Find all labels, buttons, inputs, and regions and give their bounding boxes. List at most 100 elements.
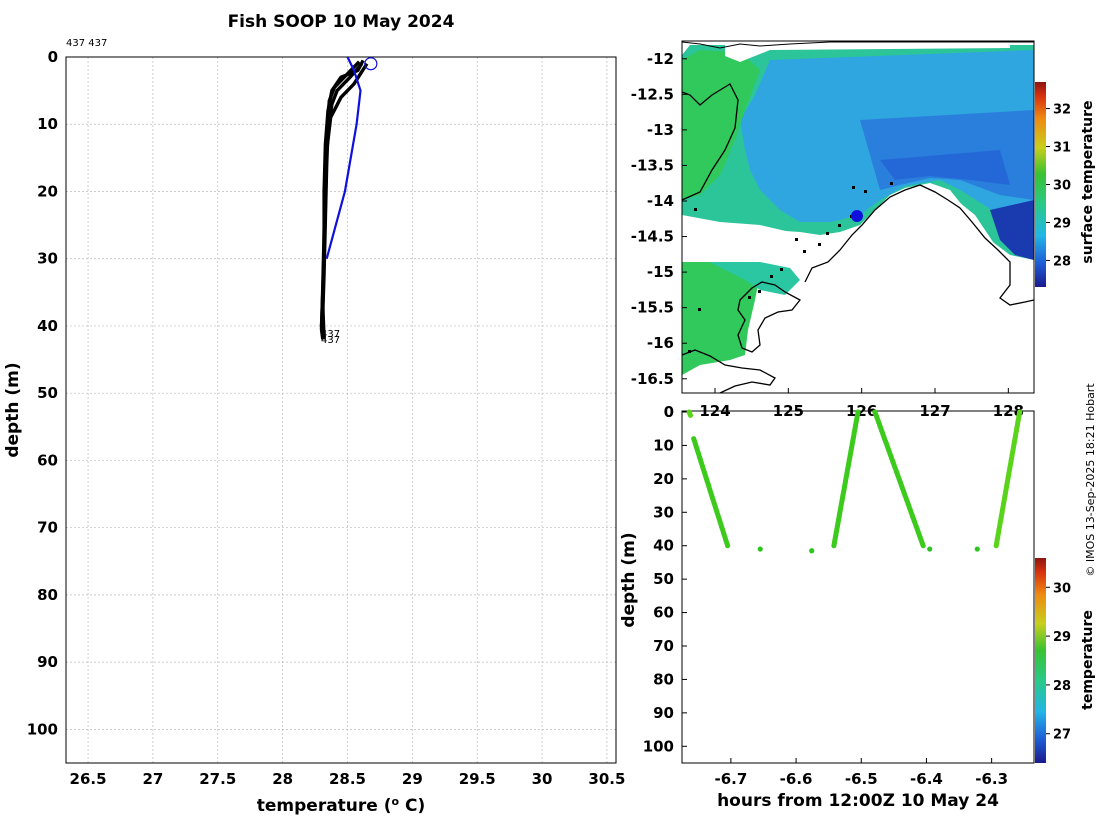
profile-line-reference: [325, 57, 362, 259]
time-depth-colorbar-ticks: 27 28 29 30: [1046, 581, 1071, 743]
profile-x-tick-label: 29.5: [459, 770, 496, 788]
sst-map-image: [682, 41, 1034, 393]
profile-x-tick-label: 30: [532, 770, 553, 788]
map-track-point: [851, 210, 863, 222]
profile-x-axis-label-tail: C): [399, 796, 425, 816]
time-depth-y-tick-label: 40: [653, 537, 674, 555]
time-depth-colorbar-tick-label: 27: [1053, 728, 1071, 743]
map-colorbar-tick-label: 30: [1053, 179, 1071, 194]
profile-y-tick-label: 90: [37, 653, 58, 671]
profile-x-tick-label: 28: [272, 770, 293, 788]
profile-y-tick-label: 60: [37, 451, 58, 469]
time-depth-point: [1017, 409, 1023, 415]
time-depth-y-tick-label: 10: [653, 436, 674, 454]
time-depth-point: [974, 546, 980, 552]
map-y-tick-label: -15: [647, 263, 674, 281]
map-y-tick-label: -16: [647, 334, 674, 352]
profile-y-axis-label: depth (m): [3, 362, 23, 457]
time-depth-y-tick-label: 70: [653, 637, 674, 655]
map-colorbar-tick-label: 31: [1053, 141, 1071, 156]
time-depth-y-tick-label: 80: [653, 670, 674, 688]
time-depth-panel: -6.7 -6.6 -6.5 -6.4 -6.3 0 10 20 30 40 50 60 70 80 90 1…: [619, 403, 1096, 811]
time-depth-y-tick-label: 60: [653, 604, 674, 622]
map-colorbar-tick-label: 28: [1053, 254, 1071, 269]
profile-x-tick-label: 27: [142, 770, 163, 788]
time-depth-point: [855, 409, 861, 415]
map-panel: 124 125 126 127 128-12-12.5-13-13.5-14-14.5-…: [631, 40, 1096, 420]
profile-y-tick-label: 20: [37, 182, 58, 200]
time-depth-y-tick-label: 30: [653, 503, 674, 521]
profile-x-tick-label: 30.5: [588, 770, 625, 788]
profile-panel: 26.5 27 27.5 28 28.5 29 29.5 30 30.5 0 10 20 30 40 50 6…: [3, 38, 625, 816]
map-y-tick-label: -12.5: [631, 85, 674, 103]
time-depth-y-tick-label: 90: [653, 704, 674, 722]
map-colorbar-label: surface temperature: [1080, 100, 1096, 263]
time-depth-point: [920, 543, 926, 549]
time-depth-y-tick-label: 50: [653, 570, 674, 588]
map-colorbar-tick-label: 32: [1053, 103, 1071, 118]
profile-x-tick-label: 28.5: [329, 770, 366, 788]
profile-x-tick-label: 26.5: [70, 770, 107, 788]
time-depth-colorbar-tick-label: 30: [1053, 581, 1071, 596]
time-depth-x-tick-label: -6.5: [845, 770, 878, 788]
time-depth-x-tick-label: -6.7: [714, 770, 747, 788]
profile-y-tick-label: 30: [37, 250, 58, 268]
time-depth-point: [687, 412, 694, 418]
time-depth-x-axis-label: hours from 12:00Z 10 May 24: [717, 791, 999, 811]
map-y-tick-label: -14: [647, 192, 674, 210]
time-depth-colorbar-tick-label: 29: [1053, 630, 1071, 645]
time-depth-point: [809, 548, 815, 554]
credit-text: © IMOS 13-Sep-2025 18:21 Hobart: [1084, 383, 1097, 577]
map-y-tick-label: -15.5: [631, 299, 674, 317]
profile-y-tick-label: 80: [37, 586, 58, 604]
profile-end-label-2: 437: [321, 335, 340, 346]
profile-y-tick-label: 50: [37, 384, 58, 402]
profile-top-label: 437 437: [66, 38, 107, 49]
time-depth-colorbar: [1035, 558, 1046, 763]
time-depth-x-tick-label: -6.3: [975, 770, 1008, 788]
time-depth-x-tick-label: -6.4: [910, 770, 943, 788]
map-y-tick-label: -13: [647, 121, 674, 139]
profile-x-axis-label-sup: o: [392, 795, 400, 808]
time-depth-point: [725, 543, 731, 549]
map-y-tick-label: -12: [647, 50, 674, 68]
time-depth-x-tick-label: -6.6: [780, 770, 813, 788]
profile-y-tick-label: 0: [48, 48, 58, 66]
map-axes-frame: [681, 40, 1035, 394]
figure-title: Fish SOOP 10 May 2024: [228, 12, 455, 32]
profile-y-tick-label: 70: [37, 519, 58, 537]
time-depth-point: [757, 546, 763, 552]
map-y-tick-label: -16.5: [631, 370, 674, 388]
time-depth-colorbar-label: temperature: [1080, 610, 1096, 710]
time-depth-y-axis-label: depth (m): [619, 532, 639, 627]
profile-x-tick-label: 27.5: [199, 770, 236, 788]
profile-end-label-1: 437: [321, 329, 340, 340]
time-depth-y-tick-label: 0: [664, 403, 674, 421]
profile-x-axis-label-main: temperature (: [257, 796, 392, 816]
profile-gridlines: [66, 56, 616, 763]
time-depth-points: [686, 409, 1023, 554]
map-ticks: 124 125 126 127 128-12-12.5-13-13.5-14-14.5-…: [631, 50, 1024, 420]
profile-axes-frame: [65, 56, 617, 764]
map-y-tick-label: -14.5: [631, 228, 674, 246]
time-depth-colorbar-tick-label: 28: [1053, 679, 1071, 694]
map-colorbar-tick-label: 29: [1053, 216, 1071, 231]
time-depth-ticks: -6.7 -6.6 -6.5 -6.4 -6.3 0 10 20 30 40 50 60 70 80 90 1…: [643, 403, 1008, 788]
profile-y-tick-label: 100: [27, 720, 58, 738]
map-colorbar-ticks: 28 29 30 31 32: [1046, 103, 1071, 269]
profile-x-tick-label: 29: [402, 770, 423, 788]
profile-ticks: 26.5 27 27.5 28 28.5 29 29.5 30 30.5 0 10 20 30 40 50 6…: [27, 48, 626, 788]
profile-surface-marker: [364, 57, 378, 71]
time-depth-point: [927, 546, 933, 552]
profile-x-axis-label: temperature (o C): [257, 795, 426, 817]
map-colorbar: [1035, 82, 1046, 287]
profile-line-cast-4: [319, 60, 361, 340]
profile-series: [319, 57, 378, 340]
map-y-tick-label: -13.5: [631, 156, 674, 174]
time-depth-axes-frame: [681, 410, 1035, 764]
time-depth-y-tick-label: 100: [643, 737, 674, 755]
time-depth-y-tick-label: 20: [653, 470, 674, 488]
profile-y-tick-label: 40: [37, 317, 58, 335]
profile-y-tick-label: 10: [37, 115, 58, 133]
